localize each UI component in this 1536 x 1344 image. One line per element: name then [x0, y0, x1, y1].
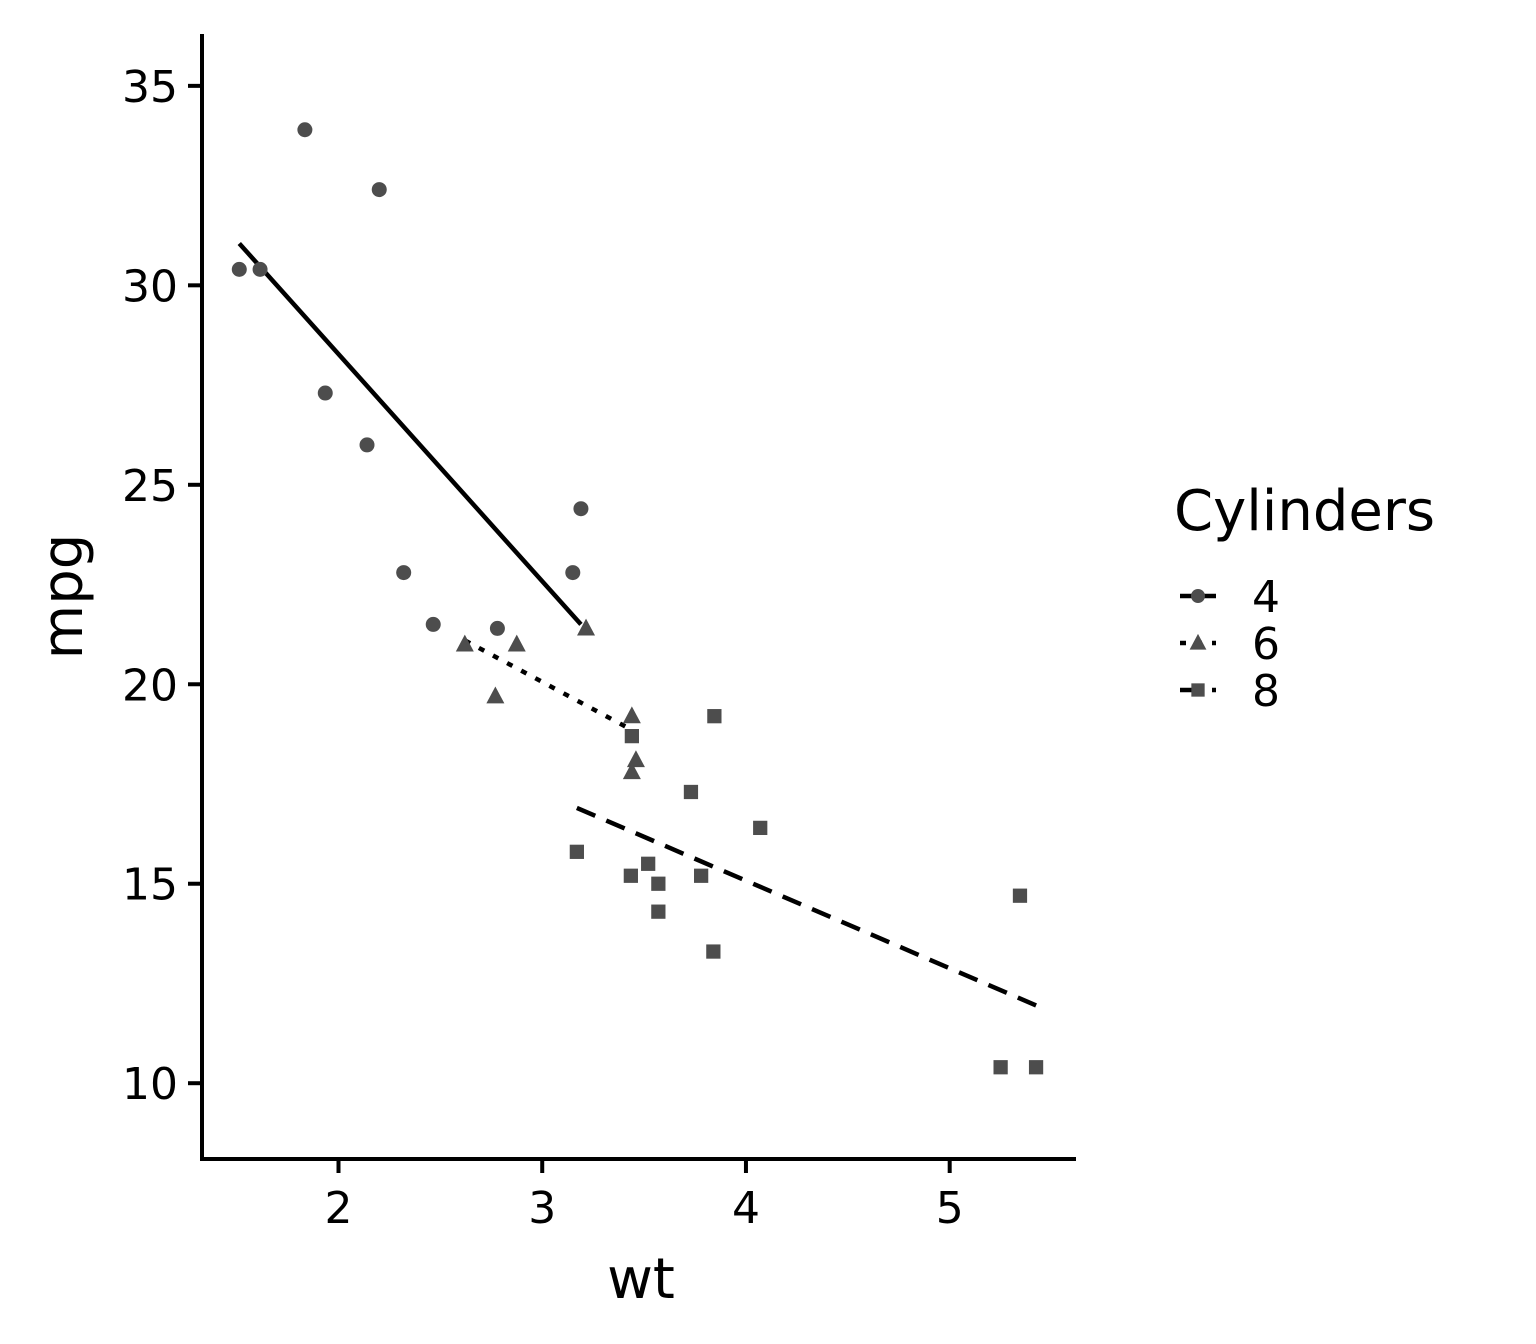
y-tick-label: 30	[122, 261, 178, 312]
data-point-8	[651, 876, 666, 891]
legend-label: 4	[1252, 572, 1280, 623]
data-point-4	[565, 565, 581, 581]
data-point-4	[252, 261, 268, 277]
data-point-6	[622, 762, 641, 780]
data-point-8	[753, 820, 768, 836]
data-point-4	[297, 122, 313, 138]
data-point-4	[573, 501, 589, 517]
data-point-8	[1012, 888, 1028, 903]
fit-line-6	[463, 638, 638, 735]
data-point-8	[683, 784, 699, 800]
x-axis-ticks: 2 3 4 5	[324, 1159, 964, 1234]
y-tick-label: 35	[122, 62, 178, 113]
axes: 2 3 4 5 10 15 20 25 30 35	[122, 34, 1076, 1234]
legend-key-marker	[1191, 589, 1205, 603]
legend-items: 468	[1180, 572, 1280, 717]
data-point-4	[396, 565, 412, 581]
data-point-8	[706, 944, 721, 959]
data-point-8	[707, 709, 722, 724]
plot-panel	[231, 122, 1044, 1075]
x-axis-title: wt	[607, 1247, 675, 1312]
x-tick-label: 5	[936, 1183, 964, 1234]
data-point-6	[507, 634, 526, 652]
legend: Cylinders 468	[1174, 479, 1435, 717]
data-point-8	[694, 868, 709, 883]
legend-item-8: 8	[1180, 666, 1280, 717]
data-point-4	[371, 182, 387, 198]
data-point-6	[455, 634, 474, 652]
data-point-4	[489, 620, 505, 636]
data-point-6	[626, 750, 645, 768]
y-tick-label: 15	[122, 860, 178, 911]
data-point-8	[1028, 1060, 1044, 1075]
y-tick-label: 20	[122, 660, 178, 711]
data-point-6	[577, 618, 596, 636]
y-tick-label: 25	[122, 461, 178, 512]
data-point-6	[486, 686, 505, 704]
x-tick-label: 3	[528, 1183, 556, 1234]
data-point-4	[317, 385, 333, 401]
legend-label: 8	[1252, 666, 1280, 717]
legend-title: Cylinders	[1174, 479, 1435, 544]
fit-lines	[237, 241, 1037, 1008]
legend-label: 6	[1252, 619, 1280, 670]
data-points	[231, 122, 1044, 1075]
y-axis-ticks: 10 15 20 25 30 35	[122, 62, 202, 1110]
fit-line-8	[575, 805, 1037, 1008]
data-point-8	[993, 1060, 1008, 1075]
legend-item-6: 6	[1180, 619, 1280, 670]
x-tick-label: 2	[324, 1183, 352, 1234]
y-axis-title: mpg	[31, 534, 96, 660]
fit-line-4	[237, 241, 583, 626]
data-point-8	[641, 856, 656, 871]
data-point-8	[569, 844, 584, 859]
data-point-4	[359, 437, 375, 453]
legend-key-marker	[1191, 683, 1205, 697]
legend-key-marker	[1189, 633, 1207, 650]
data-point-8	[651, 904, 666, 919]
x-tick-label: 4	[732, 1183, 760, 1234]
y-tick-label: 10	[122, 1059, 178, 1110]
data-point-8	[624, 729, 639, 744]
data-point-6	[622, 706, 641, 724]
legend-item-4: 4	[1180, 572, 1280, 623]
data-point-4	[425, 616, 441, 632]
data-point-8	[623, 868, 638, 883]
data-point-4	[231, 261, 247, 277]
